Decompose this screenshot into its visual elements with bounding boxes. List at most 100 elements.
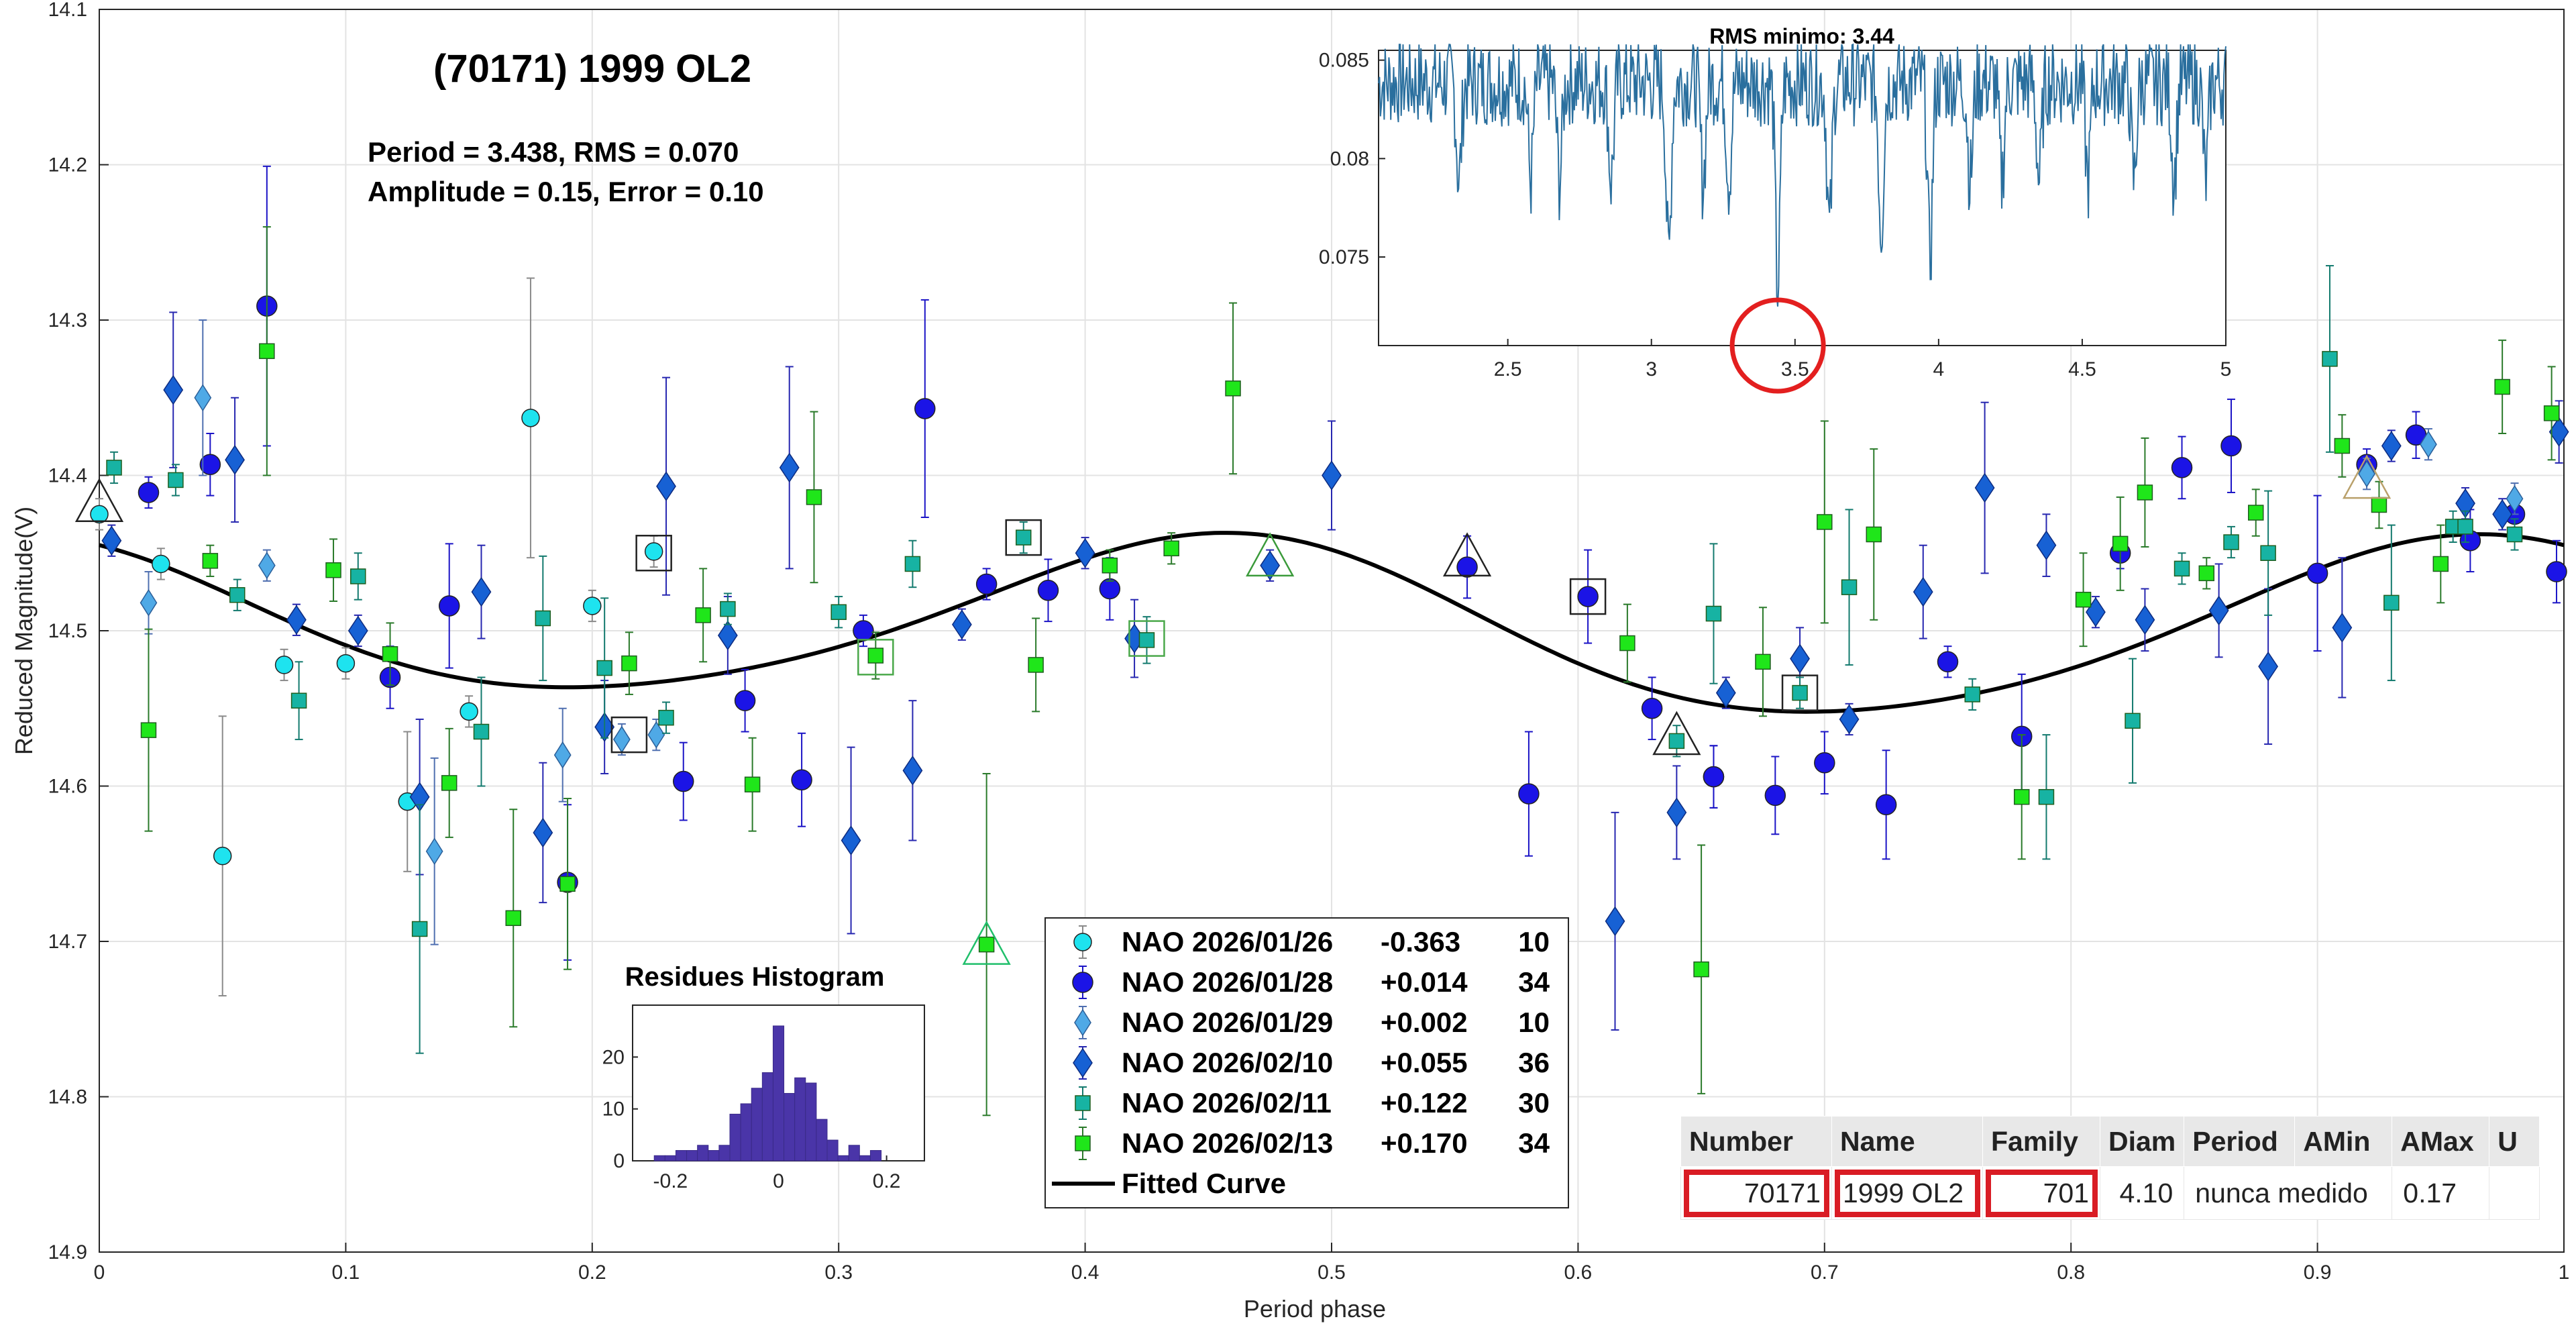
- legend-series-name: NAO 2026/02/13: [1122, 1127, 1333, 1159]
- data-point: [438, 595, 460, 617]
- data-point: [2306, 562, 2328, 584]
- histogram-bar: [805, 1082, 817, 1161]
- amplitude-annotation: Amplitude = 0.15, Error = 0.10: [368, 176, 764, 207]
- data-point: [336, 654, 356, 673]
- legend-entry-fitted-curve: Fitted Curve: [1052, 1168, 1286, 1199]
- data-point: [975, 573, 998, 595]
- data-point: [2038, 788, 2055, 805]
- highlight-square: [857, 639, 894, 676]
- data-point: [559, 876, 576, 892]
- data-point: [744, 776, 761, 792]
- histogram-bar: [784, 1092, 796, 1161]
- data-point: [1668, 733, 1685, 749]
- x-tick-label: 0: [94, 1261, 105, 1284]
- fitted-curve: [99, 531, 2565, 714]
- data-point: [460, 702, 478, 721]
- x-axis-label: Period phase: [1244, 1295, 1386, 1323]
- legend-entry: NAO 2026/01/26 -0.363 10: [1073, 925, 1550, 959]
- data-point: [2208, 595, 2229, 626]
- y-tick-label: 14.1: [48, 0, 87, 21]
- data-point: [1225, 380, 1241, 397]
- data-point: [1163, 540, 1179, 557]
- data-point: [583, 597, 602, 615]
- data-point: [101, 525, 122, 556]
- legend-entry: NAO 2026/02/10 +0.055 36: [1073, 1046, 1550, 1080]
- rms-x-tick-label: 3: [1646, 358, 1657, 380]
- highlight-triangle: [1246, 532, 1295, 577]
- legend-marker: [1073, 933, 1092, 951]
- data-point: [806, 489, 822, 505]
- histogram-bar: [869, 1150, 882, 1161]
- data-point: [734, 690, 756, 711]
- legend-series-count: 34: [1518, 1127, 1550, 1159]
- y-axis-label: Reduced Magnitude(V): [10, 507, 38, 755]
- data-point: [1075, 537, 1095, 568]
- data-point: [1937, 651, 1959, 673]
- data-point: [904, 556, 921, 572]
- histogram-bar: [718, 1145, 731, 1161]
- x-tick-label: 0.8: [2057, 1261, 2085, 1284]
- histogram-bar: [708, 1150, 720, 1161]
- highlight-triangle: [1442, 532, 1492, 577]
- data-point: [2036, 530, 2057, 561]
- data-point: [2171, 457, 2193, 478]
- legend-series-name: NAO 2026/01/28: [1122, 966, 1333, 998]
- rms-y-tick-label: 0.075: [1319, 246, 1369, 268]
- y-tick-label: 14.4: [48, 465, 87, 487]
- histogram-bar: [729, 1113, 741, 1161]
- data-point: [350, 568, 366, 584]
- data-point: [138, 482, 160, 503]
- x-tick-label: 0.6: [1564, 1261, 1593, 1284]
- histogram-y-tick-label: 10: [602, 1098, 625, 1121]
- data-point: [213, 846, 232, 866]
- histogram-bar: [761, 1072, 773, 1161]
- rms-y-tick-label: 0.085: [1319, 50, 1369, 72]
- period-annotation: Period = 3.438, RMS = 0.070: [368, 136, 739, 168]
- data-point: [225, 444, 245, 475]
- histogram-bar: [740, 1103, 752, 1161]
- data-point: [1102, 558, 1118, 574]
- cell-diam: 4.10: [2099, 1166, 2185, 1220]
- data-point: [535, 610, 551, 627]
- data-point: [473, 723, 490, 740]
- x-tick-label: 0.9: [2304, 1261, 2332, 1284]
- data-point: [2258, 651, 2279, 682]
- x-tick-label: 0.5: [1318, 1261, 1346, 1284]
- rms-x-tick-label: 4.5: [2068, 358, 2096, 380]
- data-point: [830, 604, 847, 620]
- data-point: [1260, 550, 1281, 581]
- data-point: [140, 588, 158, 617]
- x-tick-label: 0.7: [1811, 1261, 1839, 1284]
- highlight-square: [1569, 578, 1607, 615]
- legend-entry: NAO 2026/02/11 +0.122 30: [1075, 1086, 1550, 1120]
- cell-period: nunca medido: [2184, 1166, 2393, 1220]
- data-point: [2220, 435, 2242, 457]
- legend-series-name: NAO 2026/02/10: [1122, 1047, 1333, 1078]
- series-4: [106, 264, 2523, 1054]
- cell-number: 70171: [1680, 1166, 1832, 1220]
- legend-series-offset: +0.002: [1381, 1006, 1468, 1038]
- data-point: [2135, 605, 2155, 635]
- data-point: [1841, 579, 1858, 595]
- plot-frame: [99, 9, 2565, 1253]
- data-point: [2506, 484, 2524, 513]
- data-point: [1755, 654, 1771, 670]
- column-header-period: Period: [2184, 1116, 2296, 1167]
- data-point: [2013, 788, 2030, 805]
- x-tick-label: 0.3: [824, 1261, 853, 1284]
- highlight-square: [1005, 519, 1042, 556]
- data-point: [1619, 635, 1635, 652]
- histogram-bar: [772, 1025, 785, 1161]
- legend-series-offset: +0.014: [1381, 966, 1468, 998]
- legend-series-name: NAO 2026/01/29: [1122, 1006, 1333, 1038]
- data-point: [2420, 430, 2437, 458]
- data-point: [695, 607, 711, 623]
- data-point: [841, 825, 861, 856]
- histogram-bar: [816, 1119, 828, 1161]
- data-point: [978, 936, 995, 953]
- data-point: [1703, 766, 1725, 788]
- data-point: [140, 722, 157, 738]
- data-point: [1577, 586, 1599, 607]
- histogram-x-tick-label: 0.2: [873, 1170, 901, 1192]
- x-tick-label: 0.2: [578, 1261, 606, 1284]
